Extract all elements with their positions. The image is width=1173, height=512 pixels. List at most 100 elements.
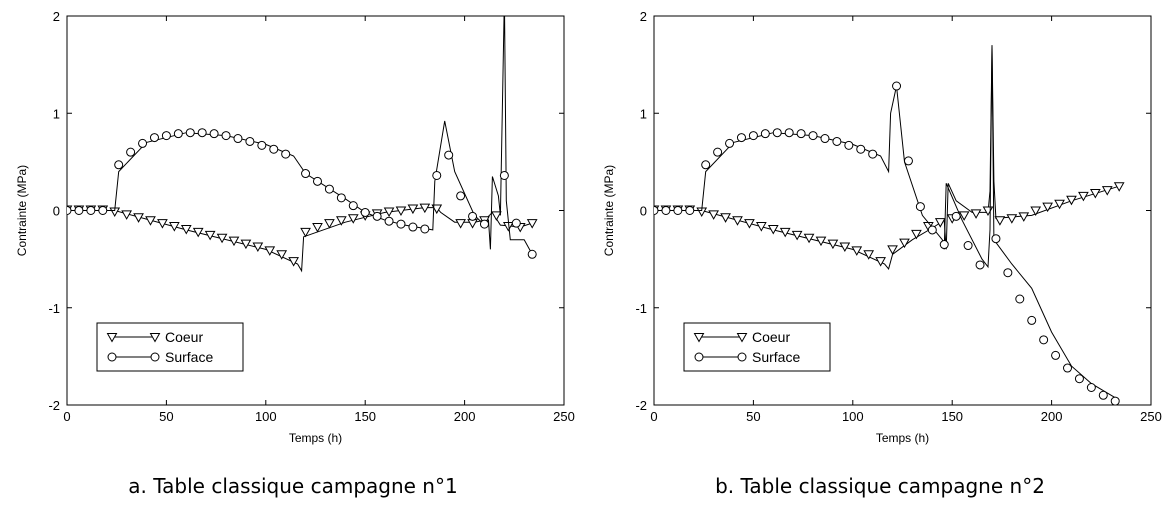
chart-a-coeur-marker-19 [288, 257, 299, 267]
chart-a-legend-marker-start-1 [107, 352, 117, 362]
chart-a-coeur-marker-31 [431, 204, 443, 215]
chart-a-coeur-marker-13 [216, 233, 228, 244]
chart-a-surface-marker-5 [126, 147, 136, 157]
chart-a-coeur-marker-10 [180, 224, 192, 235]
chart-a-coeur-marker-33 [467, 219, 478, 229]
chart-b-surface-marker-35 [1086, 382, 1096, 392]
chart-a-surface-marker-26 [384, 216, 394, 226]
chart-b-legend-marker-end-1 [737, 352, 747, 362]
chart-a-y-axis-label: Contrainte (MPa) [15, 165, 29, 256]
chart-a-x-tick-label-2: 100 [255, 409, 277, 424]
chart-b-coeur-marker-28 [982, 206, 994, 217]
chart-panel-a: 0 50 100 150 200 250 -2 -1 0 1 2 Temps (h) Contraint… [0, 0, 586, 512]
chart-a-surface-marker-18 [281, 149, 291, 159]
chart-a-coeur-marker-23 [335, 216, 347, 226]
chart-a-legend-marker-start-0 [106, 333, 118, 343]
chart-b-surface-marker-29 [1015, 294, 1025, 304]
chart-a-surface-marker-30 [432, 170, 442, 180]
chart-a-y-tick-label-3: 1 [53, 106, 60, 121]
chart-b-x-tick-label-0: 0 [650, 409, 657, 424]
chart-a-coeur-marker-8 [157, 219, 168, 229]
chart-b-coeur-marker-21 [899, 238, 910, 249]
chart-b-coeur-marker-8 [744, 219, 755, 229]
chart-b-legend-marker-start-0 [693, 333, 705, 343]
chart-a-coeur-marker-24 [347, 214, 359, 224]
chart-a-surface-marker-11 [197, 128, 207, 138]
chart-a-coeur-marker-38 [526, 219, 538, 229]
chart-a-legend-label-0: Coeur [165, 329, 203, 345]
chart-a-surface-marker-8 [161, 131, 171, 141]
chart-a-surface-marker-10 [185, 128, 195, 138]
chart-a-surface-marker-0 [67, 206, 72, 215]
chart-b-legend-label-1: Surface [752, 349, 800, 365]
chart-b-coeur-marker-33 [1042, 202, 1053, 213]
chart-b-coeur-marker-18 [863, 250, 875, 260]
chart-a-coeur-marker-14 [228, 236, 240, 247]
chart-a-surface-marker-12 [209, 129, 219, 139]
chart-a-coeur-marker-7 [145, 216, 156, 226]
chart-a-surface-marker-15 [245, 136, 255, 146]
chart-b-surface-marker-19 [892, 81, 902, 91]
chart-a-surface-marker-28 [408, 222, 418, 232]
chart-b-legend-marker-start-1 [694, 352, 704, 362]
chart-b-y-axis-label: Contrainte (MPa) [602, 165, 616, 256]
chart-b-series-line-coeur [654, 45, 1120, 270]
chart-a-coeur-marker-27 [383, 207, 395, 217]
chart-panel-b: 0 50 100 150 200 250 -2 -1 0 1 2 Temps (h) Contraint… [587, 0, 1173, 512]
chart-b-coeur-marker-6 [720, 213, 731, 223]
chart-a-coeur-marker-22 [324, 219, 335, 229]
chart-b-surface-marker-30 [1027, 315, 1037, 325]
chart-b-surface-marker-9 [760, 129, 770, 139]
chart-a-legend-marker-end-0 [149, 333, 161, 343]
chart-b-surface-marker-5 [713, 147, 723, 157]
chart-b-surface-marker-6 [725, 138, 735, 148]
chart-a-svg: 0 50 100 150 200 250 -2 -1 0 1 2 Temps (h) Contraint… [15, 9, 575, 445]
chart-b-coeur-marker-27 [970, 209, 982, 219]
chart-b-y-tick-label-0: -2 [635, 398, 647, 413]
chart-b-surface-marker-13 [808, 131, 818, 141]
chart-b-surface-marker-28 [1003, 268, 1013, 278]
chart-b-surface-marker-1 [661, 206, 671, 215]
chart-a-surface-marker-6 [138, 138, 148, 148]
chart-b-coeur-marker-13 [803, 233, 815, 244]
chart-a-surface-marker-1 [74, 206, 84, 215]
chart-b-y-tick-label-3: 1 [640, 106, 647, 121]
chart-a-surface-marker-14 [233, 134, 243, 144]
chart-a-surface-marker-7 [149, 133, 159, 143]
chart-a-coeur-marker-15 [240, 239, 252, 250]
chart-a-coeur-marker-17 [264, 246, 276, 256]
chart-b-surface-marker-8 [748, 131, 758, 141]
chart-b-y-tick-label-4: 2 [640, 9, 647, 24]
chart-a-coeur-marker-35 [491, 211, 502, 221]
chart-b-surface-marker-21 [915, 202, 925, 212]
chart-a-legend-box [96, 322, 244, 372]
chart-b-x-tick-label-3: 150 [941, 409, 963, 424]
chart-b-surface-marker-23 [939, 240, 949, 250]
chart-a-surface-marker-36 [511, 218, 521, 228]
chart-a-x-axis-label: Temps (h) [289, 431, 342, 445]
chart-a-surface-marker-33 [468, 211, 478, 221]
chart-a-coeur-marker-12 [204, 230, 216, 241]
chart-a-surface-marker-32 [456, 191, 466, 201]
chart-b-coeur-marker-15 [827, 239, 839, 250]
chart-b-surface-marker-11 [784, 128, 794, 138]
chart-a-surface-marker-35 [499, 170, 509, 180]
chart-a-surface-marker-24 [360, 207, 370, 217]
chart-b-coeur-marker-14 [815, 236, 827, 247]
chart-a-x-tick-label-1: 50 [159, 409, 173, 424]
chart-a-surface-marker-29 [420, 224, 430, 234]
chart-b-surface-marker-32 [1051, 350, 1061, 360]
chart-a-coeur-marker-28 [395, 206, 407, 217]
chart-a-coeur-marker-9 [168, 222, 180, 232]
chart-a-x-tick-label-4: 200 [454, 409, 476, 424]
chart-b-surface-marker-7 [736, 133, 746, 143]
caption-a: a. Table classique campagne n°1 [128, 474, 458, 498]
chart-a-coeur-marker-20 [300, 227, 311, 238]
chart-b-x-tick-label-5: 250 [1140, 409, 1162, 424]
chart-b-surface-marker-2 [673, 206, 683, 215]
chart-a-surface-marker-13 [221, 131, 231, 141]
chart-b-coeur-marker-35 [1066, 195, 1077, 206]
chart-a-surface-marker-9 [173, 129, 183, 139]
chart-b-coeur-marker-11 [779, 227, 791, 238]
chart-b-surface-marker-33 [1063, 363, 1073, 373]
